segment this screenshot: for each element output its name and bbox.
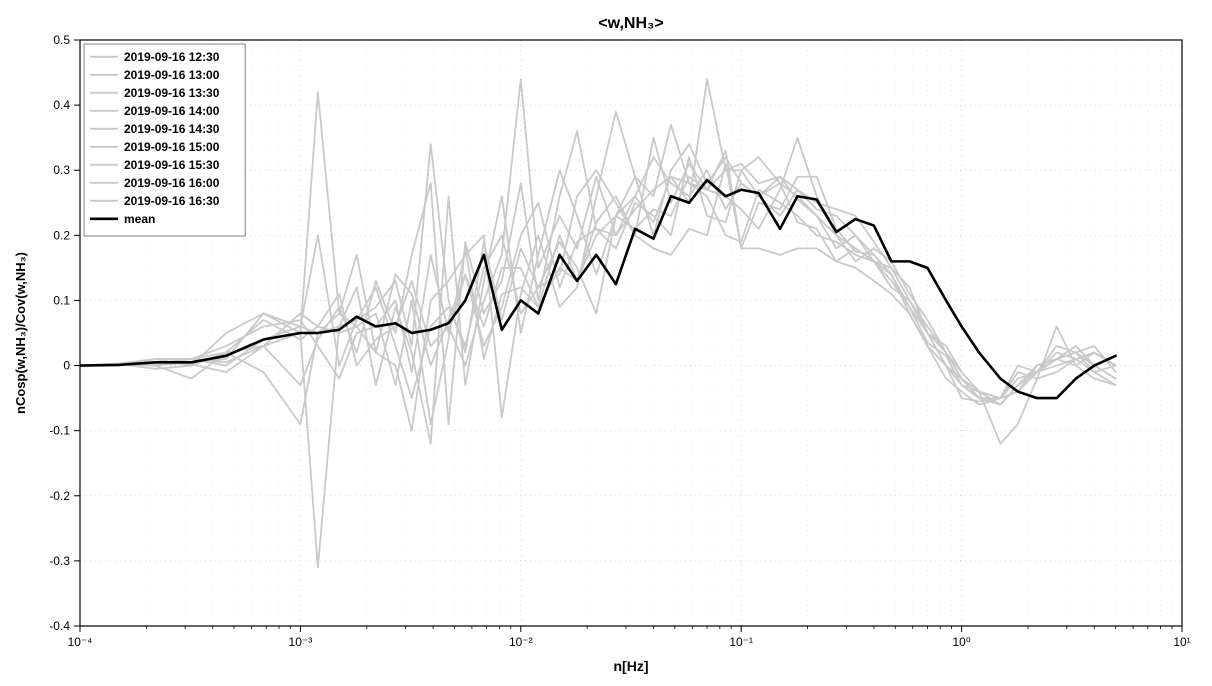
x-axis-label: n[Hz] [614, 658, 649, 674]
y-axis-label: nCosp(w,NH₃)/Cov(w,NH₃) [13, 252, 28, 414]
chart-title: <w,NH₃> [598, 15, 664, 32]
y-tick-label: -0.4 [49, 619, 70, 633]
x-tick-label: 10⁰ [953, 635, 971, 649]
y-tick-label: 0.3 [53, 163, 70, 177]
y-tick-label: 0.4 [53, 98, 70, 112]
legend-label: 2019-09-16 16:00 [124, 176, 220, 190]
x-tick-label: 10¹ [1173, 635, 1190, 649]
y-tick-label: 0.1 [53, 293, 70, 307]
legend-label: 2019-09-16 15:30 [124, 158, 220, 172]
cospectrum-chart: 10⁻⁴ 10⁻³ 10⁻² 10⁻¹ 10⁰ 10¹ -0.4 -0.3 -0.2 -0.1 0 0… [0, 0, 1212, 686]
legend-label: 2019-09-16 14:00 [124, 104, 220, 118]
legend-label: 2019-09-16 13:30 [124, 86, 220, 100]
chart-svg: 10⁻⁴ 10⁻³ 10⁻² 10⁻¹ 10⁰ 10¹ -0.4 -0.3 -0.2 -0.1 0 0… [0, 0, 1212, 686]
legend: 2019-09-16 12:30 2019-09-16 13:00 2019-09-… [84, 44, 245, 236]
legend-label: 2019-09-16 12:30 [124, 50, 220, 64]
y-tick-label: -0.2 [49, 489, 70, 503]
y-tick-label: 0.5 [53, 33, 70, 47]
x-tick-label: 10⁻³ [289, 635, 313, 649]
y-tick-label: -0.1 [49, 424, 70, 438]
legend-label: 2019-09-16 13:00 [124, 68, 220, 82]
x-tick-label: 10⁻¹ [729, 635, 753, 649]
legend-label: 2019-09-16 16:30 [124, 194, 220, 208]
x-tick-label: 10⁻⁴ [68, 635, 93, 649]
y-tick-label: -0.3 [49, 554, 70, 568]
x-tick-label: 10⁻² [509, 635, 533, 649]
legend-label: 2019-09-16 14:30 [124, 122, 220, 136]
y-tick-label: 0 [63, 359, 70, 373]
legend-label: mean [124, 212, 155, 226]
y-tick-label: 0.2 [53, 228, 70, 242]
legend-label: 2019-09-16 15:00 [124, 140, 220, 154]
